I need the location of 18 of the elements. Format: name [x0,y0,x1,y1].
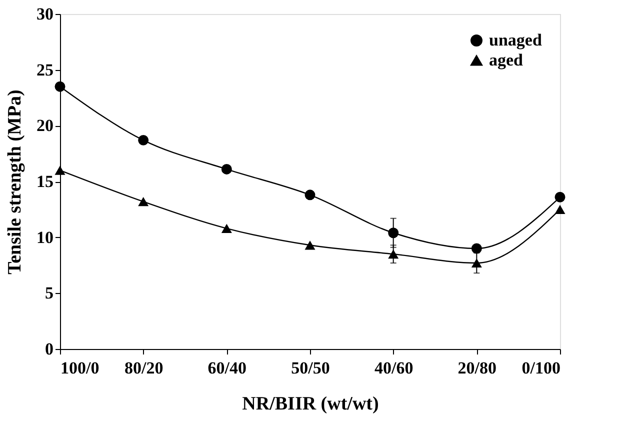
y-tick-label: 15 [36,172,54,191]
legend-label: aged [489,50,524,70]
y-tick-label: 20 [36,116,54,136]
x-tick-label: 60/40 [208,358,247,378]
x-tick-label: 20/80 [458,358,497,378]
x-tick-label: 50/50 [291,358,330,378]
legend-label: unaged [489,30,542,50]
y-tick-label: 30 [36,4,54,24]
x-tick-label: 80/20 [124,358,164,378]
x-tick-label: 40/60 [374,358,414,378]
y-axis-title: Tensile strength (MPa) [4,90,26,274]
x-tick-label: 100/0 [60,358,100,378]
y-tick-label: 0 [45,340,54,358]
x-tick-label: 0/100 [522,358,560,378]
y-tick-label: 5 [45,284,54,303]
y-tick-label: 10 [36,228,54,247]
y-tick-label: 25 [36,60,54,80]
x-axis-title: NR/BIIR (wt/wt) [242,394,379,414]
